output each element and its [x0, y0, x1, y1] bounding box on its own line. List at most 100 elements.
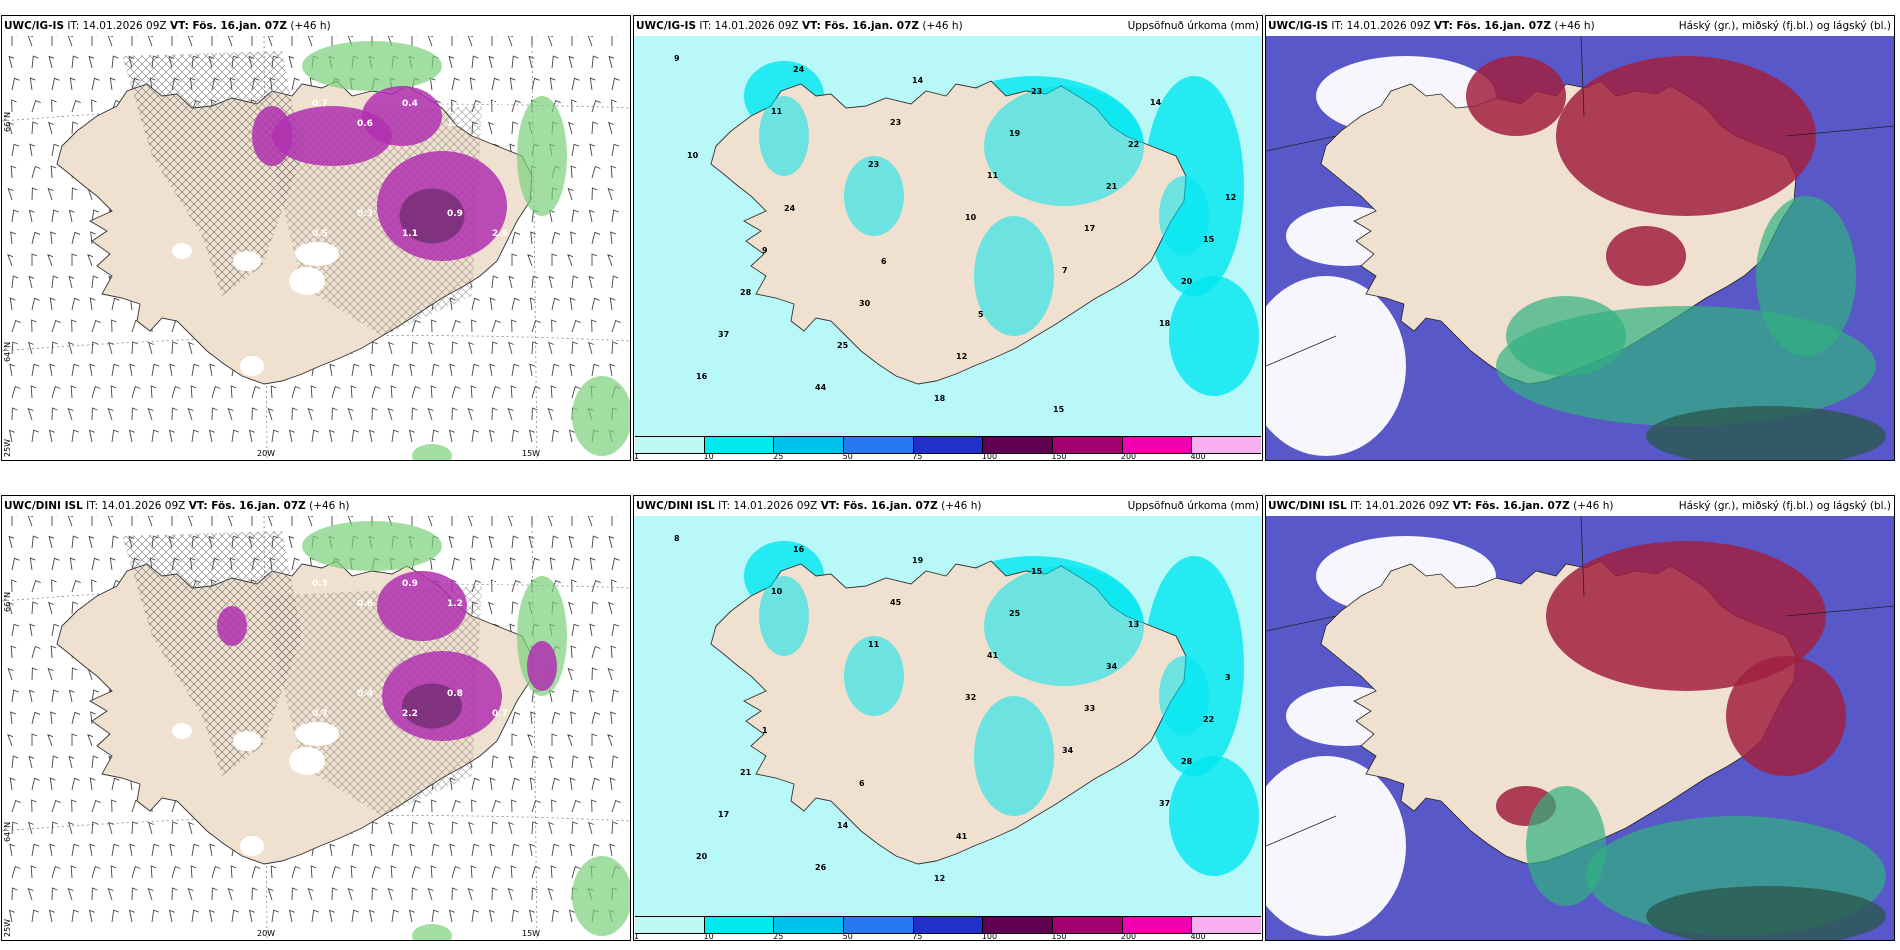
precip-value-label: 11 [868, 640, 880, 649]
precip-area [984, 566, 1144, 686]
panel-precip-igis: UWC/IG-IS IT: 14.01.2026 09Z VT: Fös. 16… [633, 15, 1263, 461]
glacier-spot [295, 242, 339, 266]
snow-value-label: 0.6 [357, 599, 373, 609]
snow-value-label: 0.3 [357, 209, 373, 219]
precip-area [844, 636, 904, 716]
precip-value-label: 9 [674, 54, 680, 63]
model-name: UWC/IG-IS [636, 20, 697, 32]
legend-tick: 200 [1120, 452, 1137, 461]
legend-tick: 75 [912, 452, 923, 461]
legend-tick: 50 [842, 932, 853, 941]
snow-value-label: 2.6 [492, 229, 508, 239]
panel-header: UWC/IG-IS IT: 14.01.2026 09Z VT: Fös. 16… [634, 16, 1262, 36]
precip-value-label: 25 [837, 341, 849, 350]
precip-value-label: 14 [912, 76, 924, 85]
precip-value-label: 34 [1106, 662, 1118, 671]
precip-value-label: 8 [674, 534, 680, 543]
precip-value-label: 16 [793, 545, 805, 554]
legend-tick: 25 [773, 932, 784, 941]
legend-tick: 200 [1120, 932, 1137, 941]
precip-area [759, 96, 809, 176]
precip-value-label: 23 [890, 118, 901, 127]
wind-area [412, 444, 452, 460]
snow-value-label: 0.4 [357, 689, 373, 699]
map-canvas: 0.7 0.6 0.4 1.2 0.8 0.5 0.3 1.1 0.9 2.6 66°N 64°N 20… [2, 36, 630, 460]
snow-value-label: 1.2 [447, 599, 463, 609]
legend-tick: 1 [634, 932, 640, 941]
precip-legend: 1 10 25 50 75 100 150 200 400 [634, 916, 1262, 940]
model-name: UWC/DINI ISL [1268, 500, 1347, 512]
precip-value-label: 14 [1150, 98, 1162, 107]
precip-value-label: 3 [1225, 673, 1231, 682]
low-cloud-area [1756, 196, 1856, 356]
legend-swatch [1122, 437, 1193, 453]
precip-value-label: 14 [837, 821, 849, 830]
panel-header: UWC/DINI ISL IT: 14.01.2026 09Z VT: Fös.… [634, 496, 1262, 516]
precip-value-label: 25 [1009, 609, 1021, 618]
snow-value-label: 0.7 [312, 709, 328, 719]
legend-tick: 400 [1190, 932, 1206, 941]
precip-value-label: 37 [718, 330, 729, 339]
snow-value-label: 2.2 [402, 709, 418, 719]
legend-swatch [774, 917, 845, 933]
valid-time: VT: Fös. 16.jan. 07Z [169, 20, 287, 32]
precip-area [974, 216, 1054, 336]
panel-wind-dini: UWC/DINI ISL IT: 14.01.2026 09Z VT: Fös.… [1, 495, 631, 941]
valid-time: VT: Fös. 16.jan. 07Z [1433, 20, 1551, 32]
precip-value-label: 24 [784, 204, 796, 213]
precip-value-label: 23 [1031, 87, 1042, 96]
precip-value-label: 12 [956, 352, 967, 361]
precip-value-label: 1 [762, 726, 768, 735]
grid-label: 66°N [3, 112, 12, 132]
precip-value-label: 33 [1084, 704, 1095, 713]
panel-header: UWC/IG-IS IT: 14.01.2026 09Z VT: Fös. 16… [2, 16, 630, 36]
precip-area [1169, 276, 1259, 396]
model-name: UWC/DINI ISL [636, 500, 715, 512]
precip-area [1159, 176, 1209, 256]
wind-area [572, 376, 630, 456]
map-canvas: 8101132343720164541332817261925342221141… [634, 516, 1262, 916]
snow-value-label: 1.1 [402, 229, 418, 239]
precip-value-label: 15 [1031, 567, 1043, 576]
precip-value-label: 11 [987, 171, 999, 180]
snowfall-area [362, 86, 442, 146]
snowfall-area [527, 641, 557, 691]
panel-header: UWC/DINI ISL IT: 14.01.2026 09Z VT: Fös.… [1266, 496, 1894, 516]
init-time: IT: 14.01.2026 09Z [1328, 20, 1434, 32]
snow-value-label: 0.8 [492, 99, 508, 109]
legend-swatch [844, 437, 914, 453]
precip-value-label: 41 [956, 832, 968, 841]
legend-swatch [635, 917, 705, 933]
precip-value-label: 44 [815, 383, 827, 392]
glacier-spot [295, 722, 339, 746]
snow-value-label: 1.2 [447, 119, 463, 129]
legend-swatch [1053, 917, 1123, 933]
legend-tick: 150 [1051, 932, 1067, 941]
snow-value-label: 0.8 [447, 689, 463, 699]
snowfall-core [402, 683, 462, 729]
precip-value-label: 10 [771, 587, 783, 596]
legend-tick: 10 [703, 932, 714, 941]
precip-area [984, 86, 1144, 206]
model-name: UWC/DINI ISL [4, 500, 83, 512]
init-time: IT: 14.01.2026 09Z [64, 20, 170, 32]
snow-value-label: 0.4 [402, 99, 418, 109]
panel-title: Háský (gr.), miðský (fj.bl.) og lágský (… [1678, 20, 1891, 32]
snowfall-core [399, 188, 465, 244]
precip-value-label: 28 [740, 288, 752, 297]
precip-value-label: 34 [1062, 746, 1074, 755]
glacier-spot [289, 267, 325, 295]
precip-value-label: 18 [1159, 319, 1171, 328]
panel-precip-dini: UWC/DINI ISL IT: 14.01.2026 09Z VT: Fös.… [633, 495, 1263, 941]
legend-swatch [913, 437, 984, 453]
legend-swatch [913, 917, 984, 933]
grid-label: 25W [3, 919, 12, 937]
legend-swatch [983, 437, 1054, 453]
snow-value-label: 0.9 [402, 579, 418, 589]
grid-label: 64°N [3, 822, 12, 842]
high-cloud-area [1556, 56, 1816, 216]
precip-value-label: 6 [881, 257, 887, 266]
precip-value-label: 12 [934, 874, 945, 883]
legend-swatch [774, 437, 845, 453]
precip-value-label: 32 [965, 693, 976, 702]
